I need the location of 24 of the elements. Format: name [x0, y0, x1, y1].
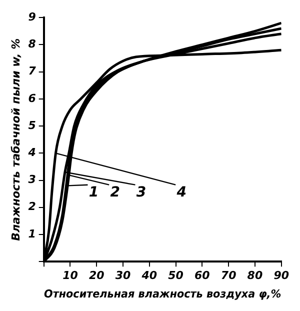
x-tick-label: 30: [115, 269, 132, 282]
annotation: 3: [136, 184, 146, 200]
annotation: 4: [176, 184, 186, 200]
y-tick-label: 9: [28, 10, 36, 24]
x-tick-label: 90: [274, 269, 290, 282]
x-axis-title: Относительная влажность воздуха φ,%: [44, 286, 282, 300]
y-tick-label: 5: [28, 118, 36, 132]
x-tick-label: 80: [247, 269, 263, 282]
x-tick-label: 60: [194, 269, 210, 282]
annotation: 2: [110, 184, 120, 200]
y-tick-label: 1: [28, 227, 36, 240]
y-tick-label: 7: [28, 64, 36, 78]
y-tick-label: 3: [28, 173, 36, 186]
x-tick-label: 40: [140, 269, 158, 282]
annotation: 1: [88, 184, 99, 200]
y-axis-title: Влажность табачной пыли w, %: [9, 38, 22, 241]
y-tick-label: 6: [28, 92, 36, 105]
x-tick-label: 20: [88, 269, 105, 282]
y-tick-label: 4: [27, 146, 36, 160]
x-tick-label: 10: [62, 269, 78, 282]
y-tick-label: 8: [28, 38, 36, 51]
x-tick-label: 50: [168, 269, 184, 282]
x-tick-label: 70: [220, 269, 237, 282]
y-tick-label: 2: [28, 200, 36, 214]
